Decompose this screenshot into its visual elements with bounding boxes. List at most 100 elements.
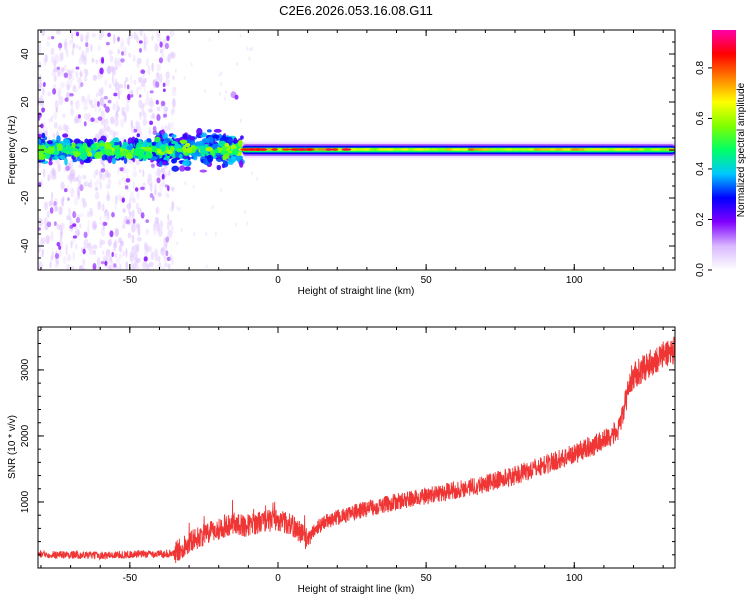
y-tick-label: -40 bbox=[20, 238, 31, 253]
heatmap-cell bbox=[153, 221, 158, 227]
heatmap-cell bbox=[78, 180, 82, 186]
heatmap-cell bbox=[136, 243, 140, 253]
heatmap-cell bbox=[152, 112, 155, 119]
heatmap-cell bbox=[256, 176, 259, 181]
heatmap-cell bbox=[127, 93, 131, 101]
y-tick-label: 3000 bbox=[20, 358, 31, 381]
heatmap-cell bbox=[124, 180, 127, 186]
heatmap-cell bbox=[132, 171, 137, 178]
heatmap-cell bbox=[81, 50, 85, 59]
heatmap-cell bbox=[125, 219, 130, 225]
heatmap-cell bbox=[99, 216, 102, 221]
heatmap-cell bbox=[111, 212, 115, 218]
heatmap-cell bbox=[211, 205, 214, 210]
heatmap-cell bbox=[143, 241, 148, 251]
heatmap-cell bbox=[98, 106, 102, 112]
heatmap-cell bbox=[77, 190, 81, 200]
heatmap-cell bbox=[451, 148, 464, 151]
heatmap-cell bbox=[122, 165, 126, 174]
heatmap-cell bbox=[61, 51, 64, 61]
heatmap-cell bbox=[114, 252, 118, 259]
heatmap-cell bbox=[111, 251, 114, 258]
heatmap-cell bbox=[171, 134, 177, 138]
heatmap-cell bbox=[118, 253, 123, 259]
heatmap-cell bbox=[167, 263, 171, 270]
heatmap-cell bbox=[53, 111, 58, 121]
heatmap-cell bbox=[157, 192, 162, 197]
heatmap-cell bbox=[149, 90, 154, 94]
heatmap-cell bbox=[42, 237, 46, 245]
heatmap-cell bbox=[163, 237, 166, 245]
heatmap-cell bbox=[107, 155, 113, 164]
heatmap-cell bbox=[83, 121, 87, 127]
heatmap-cell bbox=[161, 180, 166, 187]
heatmap-cell bbox=[100, 227, 105, 237]
heatmap-cell bbox=[161, 129, 165, 136]
heatmap-cell bbox=[174, 68, 177, 73]
heatmap-cell bbox=[94, 103, 97, 113]
heatmap-cell bbox=[152, 130, 158, 136]
heatmap-cell bbox=[152, 125, 157, 132]
heatmap-cell bbox=[142, 147, 150, 152]
heatmap-cell bbox=[133, 31, 137, 40]
heatmap-cell bbox=[196, 127, 203, 136]
heatmap-cell bbox=[399, 148, 412, 151]
heatmap-cell bbox=[85, 45, 90, 54]
heatmap-cell bbox=[61, 67, 65, 72]
heatmap-cell bbox=[193, 232, 196, 237]
heatmap-cell bbox=[160, 100, 166, 107]
heatmap-cell bbox=[121, 224, 126, 229]
heatmap-cell bbox=[114, 137, 119, 141]
heatmap-cell bbox=[50, 231, 54, 242]
heatmap-cell bbox=[46, 221, 52, 228]
heatmap-cell bbox=[131, 197, 136, 204]
heatmap-cell bbox=[154, 43, 159, 52]
heatmap-cell bbox=[121, 176, 126, 182]
heatmap-cell bbox=[102, 221, 108, 226]
heatmap-cell bbox=[186, 146, 193, 154]
heatmap-cell bbox=[148, 245, 153, 252]
heatmap-cell bbox=[50, 115, 54, 123]
heatmap-cell bbox=[112, 141, 121, 146]
snr-y-ticks: 1000 2000 3000 bbox=[20, 329, 675, 556]
heatmap-cell bbox=[153, 229, 157, 236]
colorbar-label: Normalized spectral amplitude bbox=[736, 82, 747, 217]
heatmap-cell bbox=[182, 144, 187, 153]
heatmap-cell bbox=[151, 62, 154, 72]
heatmap-cell bbox=[151, 141, 157, 146]
heatmap-cell bbox=[74, 177, 79, 182]
heatmap-cell bbox=[297, 148, 307, 151]
heatmap-cell bbox=[56, 241, 61, 247]
heatmap-cell bbox=[165, 71, 170, 79]
heatmap-cell bbox=[38, 74, 42, 85]
heatmap-cell bbox=[125, 178, 131, 183]
heatmap-cell bbox=[114, 200, 117, 211]
heatmap-cell bbox=[86, 242, 91, 250]
heatmap-cell bbox=[393, 148, 403, 151]
heatmap-cell bbox=[125, 261, 129, 270]
heatmap-cell bbox=[84, 69, 89, 77]
heatmap-cell bbox=[38, 216, 41, 226]
heatmap-cell bbox=[224, 142, 230, 148]
heatmap-cell bbox=[166, 256, 171, 262]
x-tick-label: 100 bbox=[566, 573, 583, 584]
heatmap-cell bbox=[145, 152, 153, 159]
heatmap-cell bbox=[489, 148, 499, 151]
heatmap-cell bbox=[206, 129, 212, 133]
heatmap-cell bbox=[100, 261, 105, 265]
heatmap-cell bbox=[46, 210, 50, 219]
heatmap-cell bbox=[125, 76, 129, 83]
heatmap-cell bbox=[83, 267, 86, 270]
heatmap-cell bbox=[126, 145, 133, 151]
heatmap-cell bbox=[170, 121, 174, 129]
heatmap-cell bbox=[176, 148, 183, 153]
heatmap-cell bbox=[103, 95, 109, 100]
heatmap-cell bbox=[161, 173, 165, 180]
heatmap-cell bbox=[156, 224, 161, 234]
heatmap-cell bbox=[110, 116, 115, 125]
heatmap-cell bbox=[135, 223, 141, 229]
heatmap-cell bbox=[106, 183, 111, 190]
heatmap-cell bbox=[50, 47, 55, 56]
heatmap-cell bbox=[127, 35, 131, 46]
